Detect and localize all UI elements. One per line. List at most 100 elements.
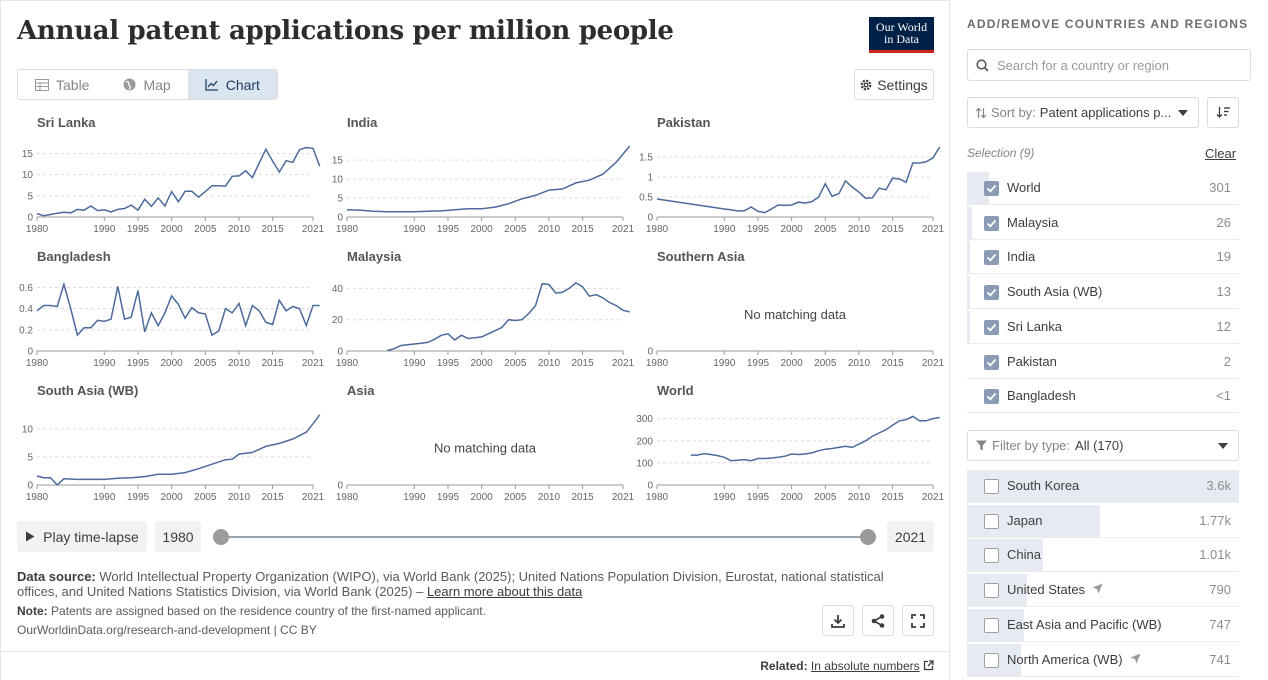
x-tick-label: 1980 — [26, 358, 49, 369]
value-bar — [967, 311, 970, 343]
y-tick-label: 0 — [27, 347, 33, 358]
clear-button[interactable]: Clear — [1205, 146, 1236, 161]
x-tick-label: 2021 — [922, 358, 945, 369]
x-tick-label: 2000 — [471, 358, 494, 369]
series-line-world — [691, 416, 940, 460]
small-multiples-chart: Sri Lanka0510151980199019952000200520102… — [0, 0, 950, 510]
check-icon — [984, 250, 999, 265]
x-tick-label: 1995 — [747, 492, 770, 503]
x-tick-label: 1995 — [127, 492, 150, 503]
search-input[interactable]: Search for a country or region — [967, 49, 1251, 81]
x-tick-label: 2021 — [922, 492, 945, 503]
list-item[interactable]: East Asia and Pacific (WB)747 — [967, 608, 1239, 642]
no-data-message: No matching data — [434, 441, 537, 456]
panel-title-world: World — [657, 383, 694, 398]
timeline-end-handle[interactable] — [860, 529, 876, 545]
checkbox[interactable] — [984, 181, 999, 196]
list-item[interactable]: United States790 — [967, 573, 1239, 607]
filter-label: Filter by type: — [992, 438, 1070, 453]
y-tick-label: 0 — [647, 481, 653, 492]
checkbox[interactable] — [984, 250, 999, 265]
list-item[interactable]: World301 — [967, 171, 1239, 205]
x-tick-label: 1995 — [437, 224, 460, 235]
checkbox[interactable] — [984, 514, 999, 529]
learn-more-link[interactable]: Learn more about this data — [427, 584, 582, 599]
filter-dropdown[interactable]: Filter by type: All (170) — [967, 430, 1239, 461]
checkbox[interactable] — [984, 548, 999, 563]
checkbox[interactable] — [984, 355, 999, 370]
end-year-box[interactable]: 2021 — [887, 521, 934, 552]
item-name: United States — [1007, 582, 1103, 597]
list-item[interactable]: Malaysia26 — [967, 206, 1239, 240]
list-item[interactable]: South Korea3.6k — [967, 469, 1239, 503]
x-tick-label: 2021 — [302, 358, 325, 369]
x-tick-label: 2010 — [228, 224, 251, 235]
list-item[interactable]: China1.01k — [967, 538, 1239, 572]
list-item[interactable]: Pakistan2 — [967, 345, 1239, 379]
x-tick-label: 1980 — [646, 492, 669, 503]
x-tick-label: 2005 — [194, 358, 217, 369]
y-tick-label: 200 — [636, 436, 653, 447]
search-icon — [976, 59, 989, 72]
x-tick-label: 2015 — [261, 492, 284, 503]
x-tick-label: 2005 — [814, 358, 837, 369]
source-label: Data source: — [17, 569, 96, 584]
no-data-message: No matching data — [744, 307, 847, 322]
download-button[interactable] — [822, 605, 854, 636]
checkbox[interactable] — [984, 653, 999, 668]
list-item[interactable]: Japan 1.77k — [967, 504, 1239, 538]
x-tick-label: 1980 — [26, 224, 49, 235]
x-tick-label: 2005 — [194, 492, 217, 503]
note: Note: Patents are assigned based on the … — [17, 604, 486, 618]
x-tick-label: 2000 — [471, 224, 494, 235]
x-tick-label: 1990 — [713, 492, 736, 503]
checkbox[interactable] — [984, 285, 999, 300]
list-item[interactable]: Bangladesh<1 — [967, 379, 1239, 413]
selection-count: Selection (9) — [967, 146, 1034, 160]
checkbox[interactable] — [984, 389, 999, 404]
list-item[interactable]: South Asia (WB)13 — [967, 275, 1239, 309]
checkbox[interactable] — [984, 583, 999, 598]
x-tick-label: 1995 — [747, 358, 770, 369]
related-link[interactable]: In absolute numbers — [811, 659, 920, 673]
start-year-box[interactable]: 1980 — [155, 521, 201, 552]
timeline-track[interactable] — [221, 536, 868, 538]
sort-direction-button[interactable] — [1207, 97, 1239, 128]
share-button[interactable] — [862, 605, 894, 636]
sort-dropdown[interactable]: Sort by: Patent applications p... — [967, 97, 1199, 128]
x-tick-label: 2015 — [881, 224, 904, 235]
note-text: Patents are assigned based on the reside… — [51, 604, 486, 618]
x-tick-label: 1980 — [336, 224, 359, 235]
y-tick-label: 0.5 — [639, 193, 653, 204]
y-tick-label: 1 — [647, 173, 653, 184]
list-item[interactable]: India19 — [967, 240, 1239, 274]
x-tick-label: 2015 — [881, 492, 904, 503]
check-icon — [984, 181, 999, 196]
play-timelapse-button[interactable]: Play time-lapse — [17, 521, 147, 552]
item-value: 3.6k — [1206, 478, 1231, 493]
y-tick-label: 0.4 — [19, 304, 33, 315]
list-item[interactable]: North America (WB)741 — [967, 643, 1239, 677]
checkbox[interactable] — [984, 216, 999, 231]
x-tick-label: 2015 — [881, 358, 904, 369]
fullscreen-button[interactable] — [902, 605, 934, 636]
related: Related: In absolute numbers — [760, 659, 934, 673]
item-value: 13 — [1217, 284, 1231, 299]
item-value: 301 — [1209, 180, 1231, 195]
related-label: Related: — [760, 659, 807, 673]
panel-title-malaysia: Malaysia — [347, 249, 402, 264]
checkbox[interactable] — [984, 618, 999, 633]
checkbox[interactable] — [984, 320, 999, 335]
sort-arrows-icon — [975, 107, 987, 119]
item-value: 1.77k — [1199, 513, 1231, 528]
panel-title-india: India — [347, 115, 378, 130]
list-item[interactable]: Sri Lanka12 — [967, 310, 1239, 344]
item-name: Japan — [1007, 513, 1042, 528]
chevron-down-icon — [1178, 110, 1188, 116]
timeline-start-handle[interactable] — [213, 529, 229, 545]
checkbox[interactable] — [984, 479, 999, 494]
y-tick-label: 0 — [647, 347, 653, 358]
x-tick-label: 2021 — [302, 224, 325, 235]
x-tick-label: 2021 — [302, 492, 325, 503]
y-tick-label: 300 — [636, 414, 653, 425]
